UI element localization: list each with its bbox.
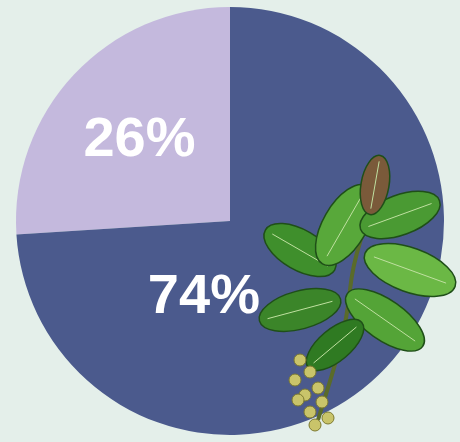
leaf-vein [355,299,415,341]
leaf-vein [327,194,363,256]
leaf-vein [371,161,379,208]
flower-bud [289,374,301,386]
leaf-vein [314,327,357,363]
flower-bud [294,354,306,366]
page: {"chart_data": {"type": "pie", "values":… [0,0,460,442]
flower-bud [292,394,304,406]
flower-bud [316,396,328,408]
flower-bud [322,412,334,424]
leaf-vein [374,257,446,283]
leaf [356,153,394,217]
leaf-vein [268,301,333,318]
flower-bud [304,406,316,418]
slice [16,7,230,234]
flower-bud [304,366,316,378]
leaf [298,310,372,380]
plant-illustration [255,153,460,431]
chart: 26% 74% [0,0,460,442]
flower-bud [309,419,321,431]
data-label: 26% [83,105,195,168]
data-label: 74% [148,262,260,325]
flower-bud [312,382,324,394]
